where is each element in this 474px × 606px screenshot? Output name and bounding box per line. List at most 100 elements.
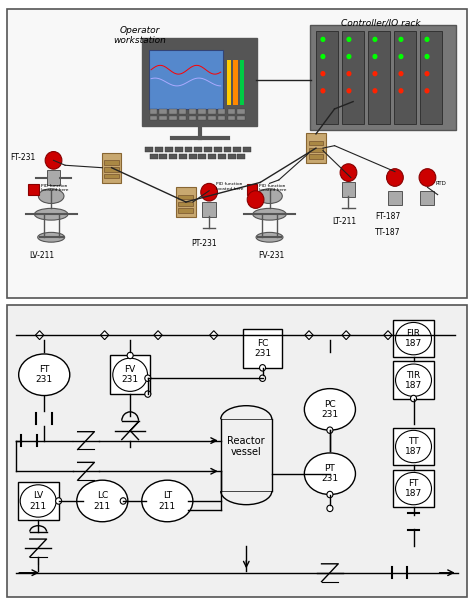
- Text: FT-231: FT-231: [11, 153, 36, 162]
- Circle shape: [320, 37, 326, 42]
- Bar: [199, 110, 206, 114]
- FancyBboxPatch shape: [420, 30, 442, 124]
- Polygon shape: [384, 331, 392, 339]
- Bar: [204, 147, 212, 152]
- Bar: [169, 116, 177, 120]
- Bar: [237, 116, 245, 120]
- FancyBboxPatch shape: [420, 191, 434, 205]
- Polygon shape: [154, 331, 162, 339]
- Ellipse shape: [38, 189, 64, 204]
- Bar: [189, 116, 196, 120]
- Bar: [28, 184, 39, 195]
- Bar: [150, 153, 157, 159]
- Bar: [169, 153, 177, 159]
- Circle shape: [346, 37, 352, 42]
- Ellipse shape: [20, 485, 56, 517]
- Bar: [179, 116, 186, 120]
- Bar: [169, 110, 177, 114]
- FancyBboxPatch shape: [233, 60, 238, 105]
- Bar: [155, 147, 163, 152]
- Circle shape: [346, 54, 352, 59]
- FancyBboxPatch shape: [388, 191, 402, 205]
- Circle shape: [419, 168, 436, 186]
- Circle shape: [320, 88, 326, 93]
- Circle shape: [424, 37, 429, 42]
- FancyBboxPatch shape: [142, 38, 257, 125]
- Bar: [224, 147, 231, 152]
- Bar: [189, 110, 196, 114]
- Bar: [159, 116, 167, 120]
- FancyBboxPatch shape: [240, 60, 245, 105]
- Text: LT-211: LT-211: [332, 217, 356, 226]
- Circle shape: [327, 505, 333, 511]
- Circle shape: [399, 71, 403, 76]
- Bar: [194, 147, 202, 152]
- FancyBboxPatch shape: [394, 30, 416, 124]
- Circle shape: [373, 54, 377, 59]
- FancyBboxPatch shape: [227, 60, 231, 105]
- Bar: [309, 148, 323, 152]
- Circle shape: [145, 391, 151, 398]
- Bar: [104, 167, 119, 171]
- Bar: [218, 116, 226, 120]
- Text: PID function
located here: PID function located here: [259, 184, 287, 192]
- Circle shape: [260, 375, 265, 381]
- Text: RTD: RTD: [436, 181, 447, 186]
- Bar: [228, 110, 235, 114]
- Bar: [237, 110, 245, 114]
- Circle shape: [387, 168, 403, 186]
- Bar: [214, 147, 222, 152]
- Ellipse shape: [304, 388, 356, 430]
- Bar: [218, 153, 226, 159]
- Bar: [237, 153, 246, 159]
- Bar: [208, 153, 216, 159]
- Circle shape: [55, 498, 62, 504]
- Bar: [179, 195, 193, 199]
- Text: FT-187: FT-187: [375, 212, 401, 221]
- Bar: [233, 147, 241, 152]
- Polygon shape: [305, 331, 313, 339]
- Bar: [159, 110, 167, 114]
- Circle shape: [120, 498, 126, 504]
- Circle shape: [373, 88, 377, 93]
- Circle shape: [399, 54, 403, 59]
- Ellipse shape: [142, 480, 193, 522]
- FancyBboxPatch shape: [176, 187, 196, 217]
- Circle shape: [145, 375, 151, 381]
- Text: TT
187: TT 187: [405, 437, 422, 456]
- Circle shape: [260, 365, 265, 371]
- Bar: [309, 155, 323, 159]
- Ellipse shape: [395, 430, 431, 463]
- Text: LV-211: LV-211: [29, 251, 55, 261]
- Circle shape: [247, 191, 264, 208]
- Bar: [218, 110, 226, 114]
- Bar: [104, 161, 119, 165]
- Ellipse shape: [253, 208, 286, 220]
- Circle shape: [373, 71, 377, 76]
- Circle shape: [320, 71, 326, 76]
- Circle shape: [127, 352, 133, 359]
- Polygon shape: [342, 331, 350, 339]
- Polygon shape: [210, 331, 218, 339]
- FancyBboxPatch shape: [393, 470, 434, 507]
- Bar: [243, 147, 251, 152]
- FancyBboxPatch shape: [306, 133, 326, 163]
- FancyBboxPatch shape: [7, 8, 467, 298]
- Bar: [150, 116, 157, 120]
- Bar: [184, 147, 192, 152]
- Text: PID function
located here: PID function located here: [216, 182, 244, 191]
- Bar: [146, 147, 154, 152]
- Bar: [247, 184, 257, 195]
- Bar: [159, 153, 167, 159]
- Circle shape: [320, 54, 326, 59]
- Ellipse shape: [35, 208, 68, 220]
- Circle shape: [424, 54, 429, 59]
- Bar: [228, 116, 235, 120]
- Bar: [150, 110, 157, 114]
- FancyBboxPatch shape: [393, 361, 434, 399]
- FancyBboxPatch shape: [7, 305, 467, 598]
- Text: PC
231: PC 231: [321, 400, 338, 419]
- FancyBboxPatch shape: [110, 356, 150, 394]
- Bar: [179, 110, 186, 114]
- Text: LC
211: LC 211: [94, 491, 111, 511]
